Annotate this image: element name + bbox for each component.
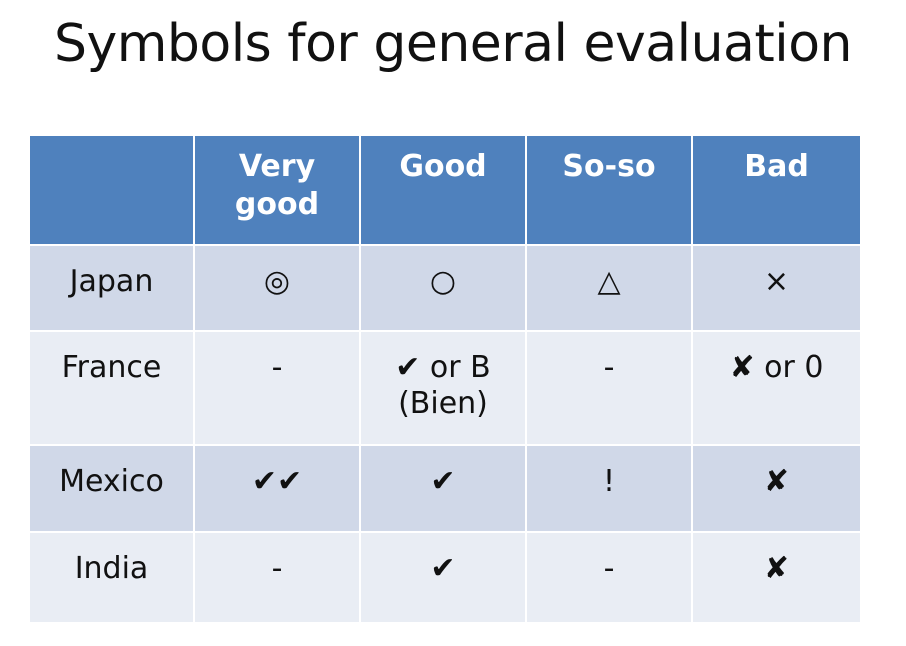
header-cell-empty [30,136,195,246]
country-cell: France [30,332,195,446]
table-row-india: India - ✔ - ✘ [30,533,860,622]
so-so-cell: △ [527,246,693,332]
so-so-cell: - [527,533,693,622]
good-cell: ✔ [361,446,527,533]
header-row: Very good Good So-so Bad [30,136,860,246]
bad-cell: ✘ or 0 [693,332,860,446]
table-row-mexico: Mexico ✔✔ ✔ ! ✘ [30,446,860,533]
country-cell: Japan [30,246,195,332]
table-row-france: France - ✔ or B (Bien) - ✘ or 0 [30,332,860,446]
bad-cell: ✘ [693,446,860,533]
so-so-cell: - [527,332,693,446]
header-cell-good: Good [361,136,527,246]
very-good-cell: ◎ [195,246,361,332]
slide-title: Symbols for general evaluation [53,14,853,74]
good-cell: ○ [361,246,527,332]
header-cell-bad: Bad [693,136,860,246]
country-cell: Mexico [30,446,195,533]
good-cell: ✔ or B (Bien) [361,332,527,446]
bad-cell: × [693,246,860,332]
so-so-cell: ! [527,446,693,533]
very-good-cell: - [195,533,361,622]
very-good-cell: ✔✔ [195,446,361,533]
very-good-cell: - [195,332,361,446]
header-cell-very-good: Very good [195,136,361,246]
table-row-japan: Japan ◎ ○ △ × [30,246,860,332]
good-cell-line-1: ✔ or B [395,350,491,385]
header-cell-so-so: So-so [527,136,693,246]
good-cell: ✔ [361,533,527,622]
country-cell: India [30,533,195,622]
good-cell-line-2: (Bien) [398,386,488,421]
bad-cell: ✘ [693,533,860,622]
evaluation-symbols-table: Very good Good So-so Bad Japan ◎ ○ △ × F… [30,136,860,622]
